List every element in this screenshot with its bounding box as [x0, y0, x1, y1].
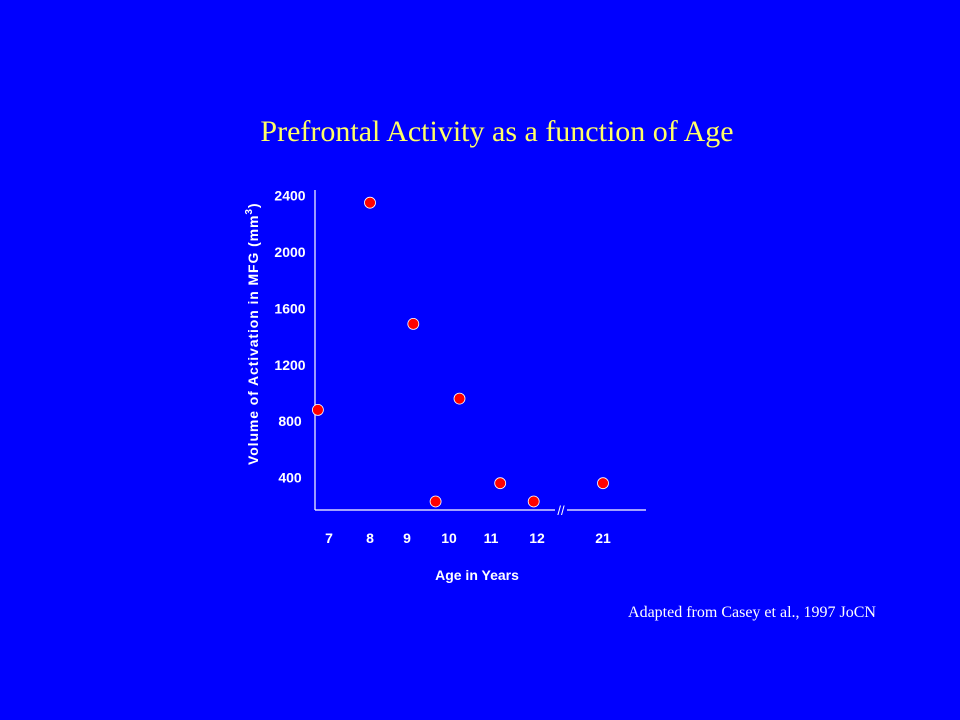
data-point [597, 477, 609, 490]
y-tick-label: 400 [278, 470, 302, 486]
data-points [311, 196, 609, 508]
x-tick-label: 21 [595, 530, 611, 546]
axes: // [314, 190, 646, 518]
x-tick-label: 7 [325, 530, 333, 546]
y-tick-label: 2000 [274, 244, 305, 260]
x-axis-break-mark: // [557, 503, 565, 518]
data-point [311, 403, 324, 416]
data-point [527, 495, 540, 508]
y-axis-label-close: ) [245, 203, 261, 209]
data-point [407, 317, 420, 330]
data-point [364, 196, 376, 209]
x-tick-label: 8 [366, 530, 374, 546]
y-tick-label: 800 [278, 413, 302, 429]
x-tick-labels: 7 8 9 10 11 12 21 [325, 530, 611, 546]
data-point [494, 477, 507, 490]
chart-title: Prefrontal Activity as a function of Age [260, 115, 733, 148]
x-tick-label: 10 [441, 530, 457, 546]
y-tick-label: 2400 [274, 188, 305, 204]
y-axis-label-text: Volume of Activation in MFG (mm [245, 215, 261, 465]
source-note: Adapted from Casey et al., 1997 JoCN [628, 604, 876, 621]
y-axis-label: Volume of Activation in MFG (mm3) [244, 203, 261, 465]
data-point [429, 495, 442, 508]
x-tick-label: 12 [529, 530, 545, 546]
x-tick-label: 11 [484, 530, 499, 546]
x-tick-label: 9 [403, 530, 411, 546]
data-point [453, 392, 466, 405]
svg-text:Volume of Activation in MFG (m: Volume of Activation in MFG (mm3) [244, 203, 261, 465]
y-tick-label: 1200 [274, 357, 305, 373]
y-tick-labels: 400 800 1200 1600 2000 2400 [274, 188, 305, 486]
y-axis-label-superscript: 3 [244, 208, 255, 214]
x-axis-label: Age in Years [435, 567, 519, 583]
y-tick-label: 1600 [274, 300, 305, 316]
